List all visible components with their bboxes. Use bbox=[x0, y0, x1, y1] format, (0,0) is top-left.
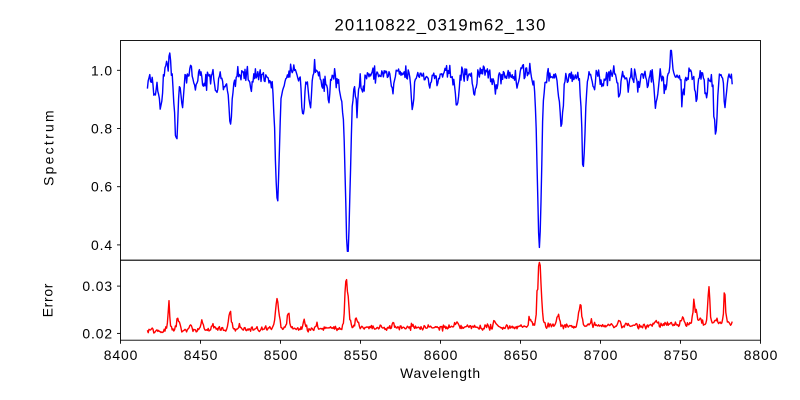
svg-text:0.4: 0.4 bbox=[91, 237, 113, 253]
svg-text:8750: 8750 bbox=[664, 347, 699, 363]
svg-text:8650: 8650 bbox=[504, 347, 539, 363]
svg-text:8800: 8800 bbox=[744, 347, 779, 363]
svg-text:20110822_0319m62_130: 20110822_0319m62_130 bbox=[335, 15, 547, 34]
svg-text:Wavelength: Wavelength bbox=[400, 365, 481, 381]
svg-text:Spectrum: Spectrum bbox=[41, 108, 57, 186]
svg-text:8600: 8600 bbox=[424, 347, 459, 363]
svg-text:8700: 8700 bbox=[584, 347, 619, 363]
svg-text:1.0: 1.0 bbox=[91, 62, 113, 78]
svg-text:8450: 8450 bbox=[184, 347, 219, 363]
svg-text:8500: 8500 bbox=[264, 347, 299, 363]
svg-text:8550: 8550 bbox=[344, 347, 379, 363]
svg-text:0.6: 0.6 bbox=[91, 179, 113, 195]
svg-text:Error: Error bbox=[39, 283, 55, 317]
svg-text:0.8: 0.8 bbox=[91, 121, 113, 137]
svg-text:8400: 8400 bbox=[104, 347, 139, 363]
svg-text:0.03: 0.03 bbox=[82, 278, 113, 294]
svg-text:0.02: 0.02 bbox=[82, 325, 113, 341]
